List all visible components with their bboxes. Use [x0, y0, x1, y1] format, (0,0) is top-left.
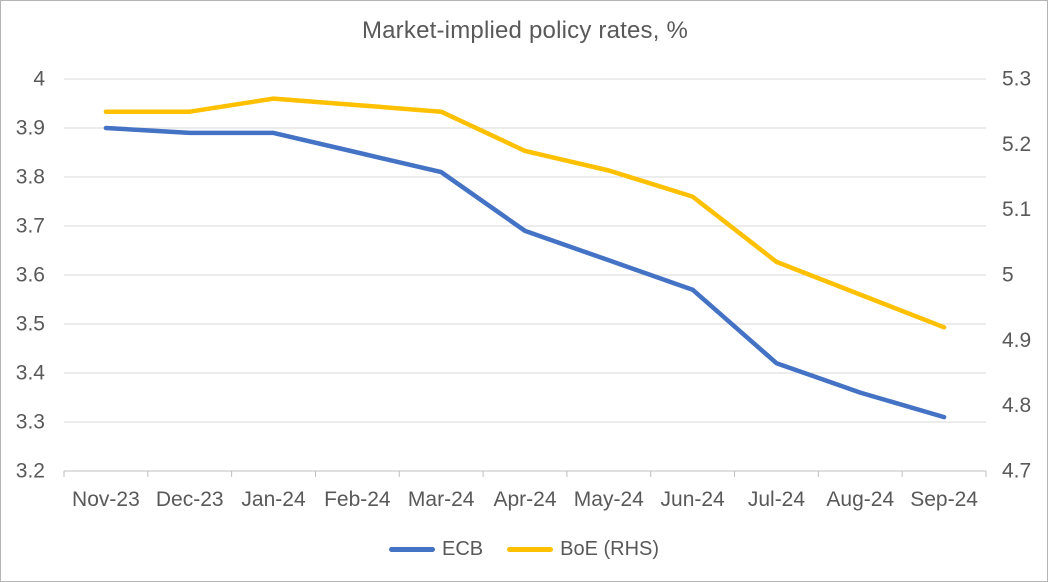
legend-item-ecb: ECB [388, 538, 484, 561]
right-axis-label: 4.7 [1002, 460, 1031, 483]
ecb-line-swatch-icon [388, 547, 435, 552]
boe-line-swatch-icon [507, 547, 554, 552]
right-axis-label: 4.8 [1002, 394, 1031, 417]
x-axis-label: Jun-24 [661, 488, 726, 511]
right-axis-label: 5.2 [1002, 133, 1031, 156]
x-axis-label: Sep-24 [910, 488, 978, 511]
x-axis-label: Aug-24 [826, 488, 894, 511]
x-axis-label: Jan-24 [241, 488, 306, 511]
legend-label-boe: BoE (RHS) [560, 538, 660, 560]
ecb-line [103, 125, 947, 420]
left-axis-label: 3.7 [16, 215, 45, 238]
x-axis-label: Apr-24 [493, 488, 556, 511]
left-axis-label: 3.3 [16, 411, 45, 434]
x-axis-label: May-24 [574, 488, 644, 511]
left-axis-label: 3.4 [16, 362, 46, 385]
right-axis-label: 5.3 [1002, 68, 1031, 91]
left-axis-label: 3.2 [16, 460, 45, 483]
chart-title: Market-implied policy rates, % [361, 17, 689, 44]
x-axis-label: Mar-24 [408, 488, 475, 511]
x-axis-label: Jul-24 [748, 488, 806, 511]
chart-legend: ECB BoE (RHS) [1, 538, 1047, 561]
x-axis-label: Nov-23 [72, 488, 140, 511]
right-axis-label: 4.9 [1002, 329, 1031, 352]
right-axis-label: 5.1 [1002, 198, 1031, 221]
right-axis-label: 5 [1002, 264, 1014, 287]
left-axis-label: 3.8 [16, 166, 45, 189]
x-axis-label: Dec-23 [156, 488, 224, 511]
boe-line [103, 96, 947, 330]
left-axis-label: 3.9 [16, 117, 45, 140]
legend-label-ecb: ECB [441, 538, 484, 560]
x-axis-label: Feb-24 [324, 488, 391, 511]
left-axis-label: 3.5 [16, 313, 45, 336]
left-axis-label: 3.6 [16, 264, 45, 287]
left-axis-label: 4 [33, 68, 45, 91]
legend-item-boe: BoE (RHS) [507, 538, 659, 561]
